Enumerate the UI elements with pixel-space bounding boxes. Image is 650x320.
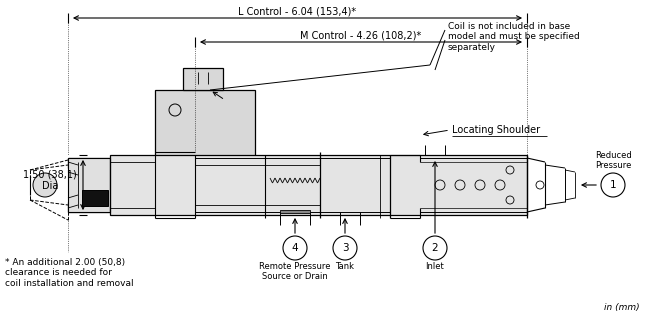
Text: 2: 2 bbox=[432, 243, 438, 253]
Text: Remote Pressure
Source or Drain: Remote Pressure Source or Drain bbox=[259, 262, 331, 281]
Bar bbox=[183, 68, 223, 90]
Text: M Control - 4.26 (108,2)*: M Control - 4.26 (108,2)* bbox=[300, 30, 422, 40]
Circle shape bbox=[333, 236, 357, 260]
Circle shape bbox=[283, 236, 307, 260]
Text: Inlet: Inlet bbox=[426, 262, 445, 271]
Bar bbox=[110, 155, 527, 215]
Bar bbox=[68, 158, 110, 212]
Text: in (mm): in (mm) bbox=[604, 303, 640, 312]
Circle shape bbox=[33, 173, 57, 197]
Text: 1.50 (38,1)
Dia: 1.50 (38,1) Dia bbox=[23, 169, 77, 191]
Bar bbox=[155, 158, 255, 173]
Text: Coil is not included in base
model and must be specified
separately: Coil is not included in base model and m… bbox=[448, 22, 580, 52]
Text: Tank: Tank bbox=[335, 262, 354, 271]
Text: Reduced
Pressure: Reduced Pressure bbox=[595, 151, 631, 170]
Text: * An additional 2.00 (50,8)
clearance is needed for
coil installation and remova: * An additional 2.00 (50,8) clearance is… bbox=[5, 258, 134, 288]
Text: 3: 3 bbox=[342, 243, 348, 253]
Bar bbox=[155, 90, 255, 158]
Text: 4: 4 bbox=[292, 243, 298, 253]
Bar bbox=[82, 190, 108, 206]
Circle shape bbox=[423, 236, 447, 260]
Text: Locating Shoulder: Locating Shoulder bbox=[452, 125, 540, 135]
Circle shape bbox=[601, 173, 625, 197]
Text: 1: 1 bbox=[610, 180, 616, 190]
Bar bbox=[280, 210, 310, 213]
Text: L Control - 6.04 (153,4)*: L Control - 6.04 (153,4)* bbox=[239, 6, 357, 16]
